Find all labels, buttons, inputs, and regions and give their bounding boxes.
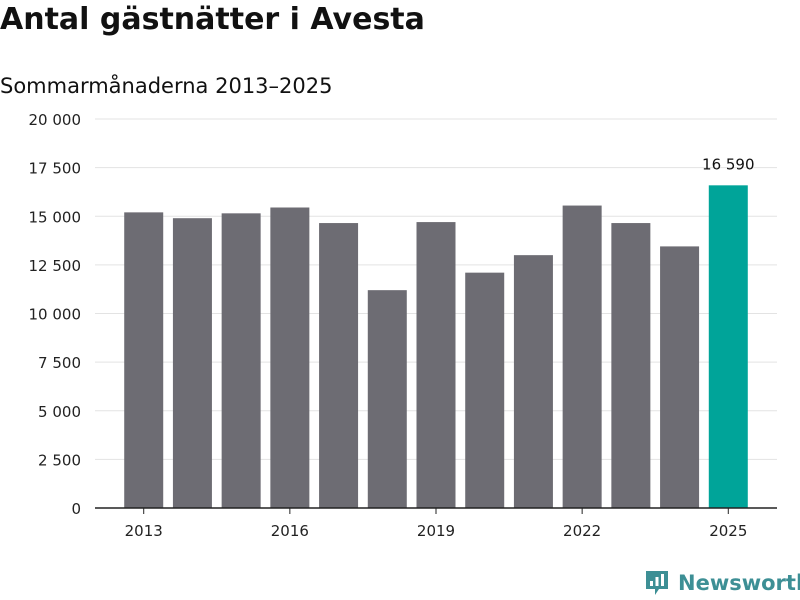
- bar-2025: [708, 185, 748, 508]
- bar-2013: [124, 212, 164, 509]
- bar-chart: 0 2 500 5 000 7 500 10 000 12 500 15 000 17 500…: [29, 111, 777, 540]
- x-tick-label: 2013: [125, 522, 163, 540]
- bar-2018: [367, 290, 407, 508]
- y-tick-label: 17 500: [29, 160, 82, 178]
- y-tick-label: 7 500: [38, 354, 81, 372]
- bars: [124, 185, 748, 509]
- y-tick-label: 0: [71, 500, 81, 518]
- bar-2014: [172, 218, 212, 508]
- bar-2024: [660, 246, 700, 508]
- bar-2022: [562, 205, 602, 509]
- y-tick-label: 10 000: [29, 306, 82, 324]
- bar-2020: [465, 272, 505, 508]
- x-tick-label: 2016: [271, 522, 309, 540]
- bar-2015: [221, 213, 261, 508]
- bar-2016: [270, 207, 310, 508]
- x-tick-label: 2019: [417, 522, 455, 540]
- y-tick-label: 2 500: [38, 451, 81, 469]
- brand-name: Newsworthy: [678, 571, 800, 595]
- chart-title: Antal gästnätter i Avesta: [0, 2, 425, 37]
- x-tick-label: 2022: [563, 522, 601, 540]
- y-tick-label: 15 000: [29, 208, 82, 226]
- x-tick-label: 2025: [709, 522, 747, 540]
- newsworthy-branding[interactable]: Newsworthy: [644, 569, 800, 597]
- y-tick-label: 12 500: [29, 257, 82, 275]
- bar-2023: [611, 223, 651, 508]
- labels: 16 590: [702, 155, 755, 173]
- bar-2019: [416, 222, 456, 508]
- bar-2021: [513, 255, 553, 508]
- data-label: 16 590: [702, 155, 755, 173]
- axes: 0 2 500 5 000 7 500 10 000 12 500 15 000 17 500…: [29, 111, 777, 540]
- newsworthy-logo-icon: [646, 571, 668, 595]
- chart-subtitle: Sommarmånaderna 2013–2025: [0, 74, 333, 98]
- y-tick-label: 5 000: [38, 403, 81, 421]
- y-tick-label: 20 000: [29, 111, 82, 129]
- bar-2017: [319, 223, 359, 508]
